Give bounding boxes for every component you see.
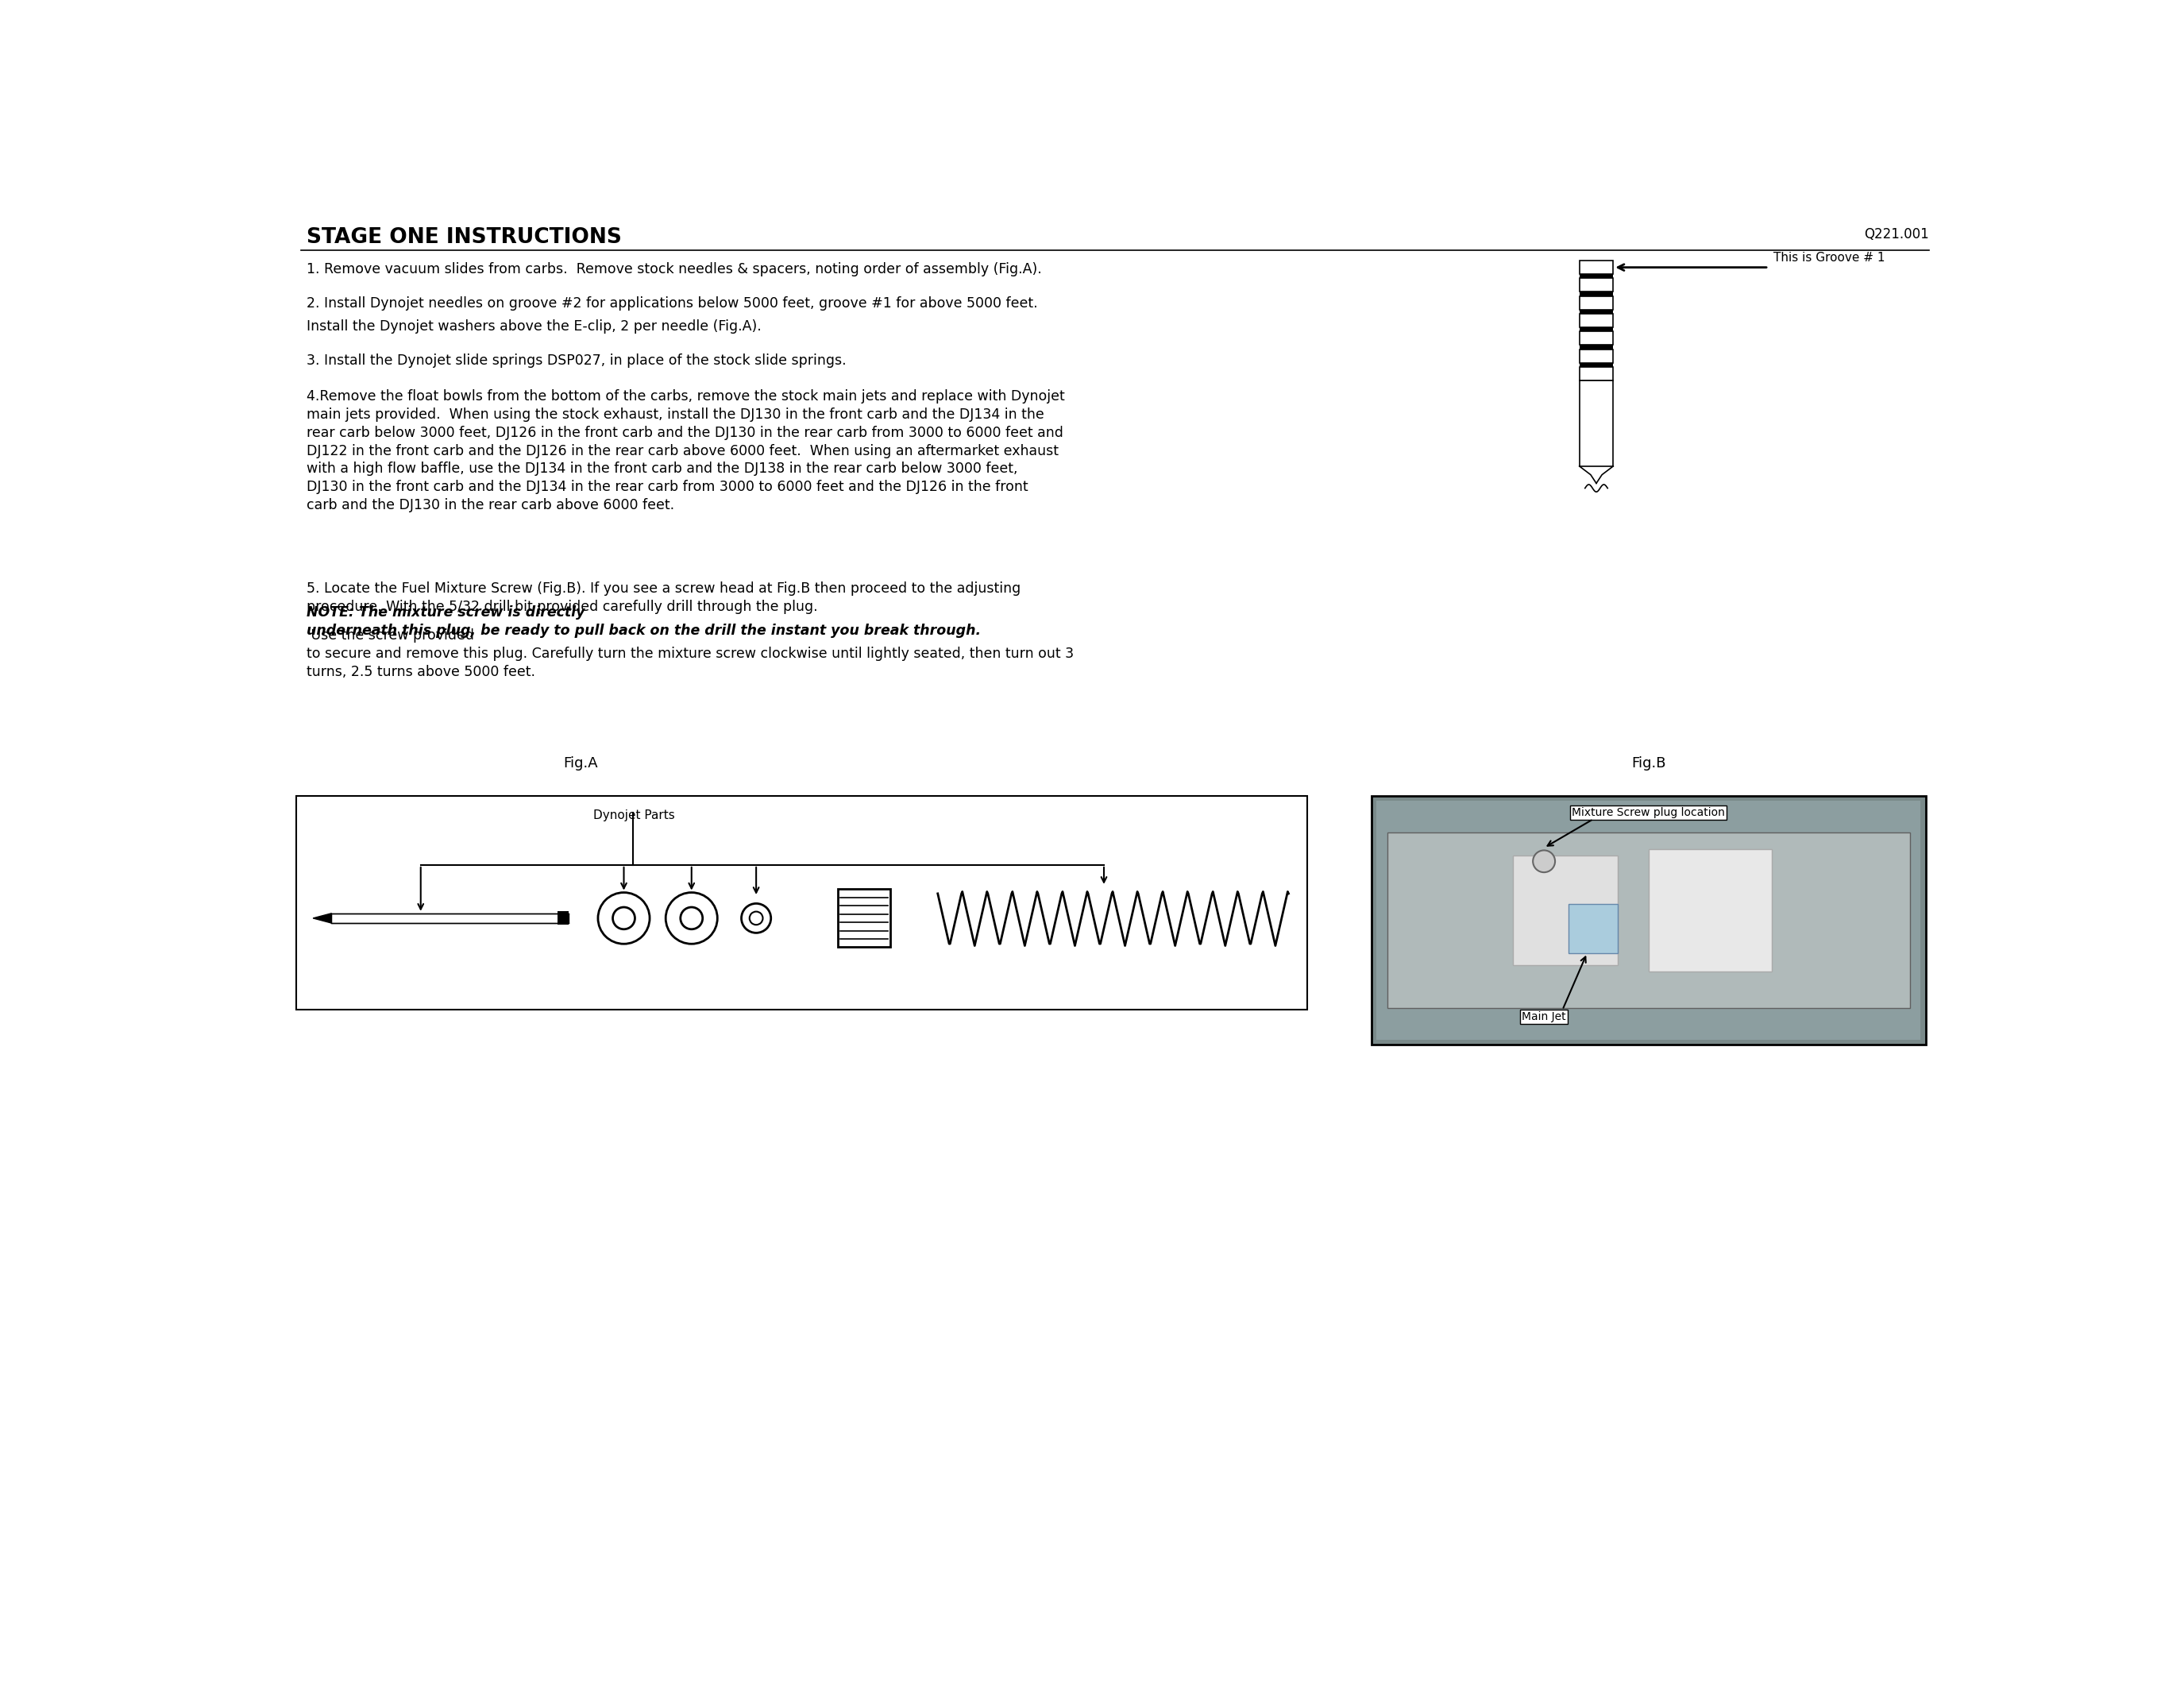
Bar [1514, 856, 1618, 966]
Bar [1579, 309, 1614, 314]
Bar [1579, 260, 1614, 273]
Bar [1579, 366, 1614, 380]
Bar [557, 912, 568, 925]
Polygon shape [312, 913, 332, 923]
Bar [332, 913, 568, 923]
Bar [1579, 295, 1614, 309]
Text: Dynojet Parts: Dynojet Parts [594, 809, 675, 822]
Bar [1579, 349, 1614, 363]
Text: This is Groove # 1: This is Groove # 1 [1773, 252, 1885, 263]
Text: Fig.A: Fig.A [563, 756, 598, 770]
Bar [1579, 279, 1614, 292]
Circle shape [614, 906, 636, 928]
Bar [1579, 314, 1614, 327]
Text: 3. Install the Dynojet slide springs DSP027, in place of the stock slide springs: 3. Install the Dynojet slide springs DSP… [306, 354, 847, 368]
Bar [1579, 273, 1614, 279]
Text: Fig.B: Fig.B [1631, 756, 1666, 770]
Circle shape [681, 906, 703, 928]
Bar [1372, 795, 1926, 1045]
Text: Install the Dynojet washers above the E-clip, 2 per needle (Fig.A).: Install the Dynojet washers above the E-… [306, 319, 762, 334]
Text: 2. Install Dynojet needles on groove #2 for applications below 5000 feet, groove: 2. Install Dynojet needles on groove #2 … [306, 295, 1037, 311]
Text: Mixture Screw plug location: Mixture Screw plug location [1572, 807, 1725, 819]
Bar [839, 890, 891, 947]
Bar [1649, 849, 1771, 971]
Bar [1579, 327, 1614, 331]
Bar [1579, 363, 1614, 366]
Text: 5. Locate the Fuel Mixture Screw (Fig.B). If you see a screw head at Fig.B then : 5. Locate the Fuel Mixture Screw (Fig.B)… [306, 582, 1020, 614]
Text: 4.Remove the float bowls from the bottom of the carbs, remove the stock main jet: 4.Remove the float bowls from the bottom… [306, 390, 1066, 513]
Circle shape [666, 893, 716, 944]
Circle shape [598, 893, 649, 944]
Circle shape [740, 903, 771, 933]
Bar [1579, 344, 1614, 349]
Bar [1579, 380, 1614, 466]
Bar [1387, 832, 1911, 1008]
Text: Q221.001: Q221.001 [1863, 226, 1928, 241]
Bar [1579, 331, 1614, 344]
Bar [297, 795, 1306, 1009]
Circle shape [749, 912, 762, 925]
Text: NOTE: The mixture screw is directly
underneath this plug, be ready to pull back : NOTE: The mixture screw is directly unde… [306, 604, 981, 638]
Bar [1376, 800, 1920, 1040]
Text: Use the screw provided
to secure and remove this plug. Carefully turn the mixtur: Use the screw provided to secure and rem… [306, 628, 1075, 679]
Text: Main Jet: Main Jet [1522, 1011, 1566, 1023]
Bar [1568, 905, 1618, 954]
Circle shape [1533, 851, 1555, 873]
Bar [1579, 292, 1614, 295]
Text: 1. Remove vacuum slides from carbs.  Remove stock needles & spacers, noting orde: 1. Remove vacuum slides from carbs. Remo… [306, 262, 1042, 277]
Text: STAGE ONE INSTRUCTIONS: STAGE ONE INSTRUCTIONS [306, 226, 622, 248]
